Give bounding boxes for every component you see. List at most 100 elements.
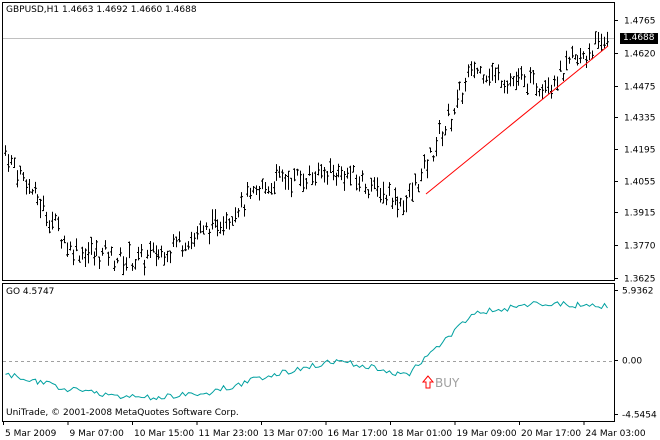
price-bar	[193, 232, 196, 247]
price-bar	[178, 231, 181, 243]
price-bar	[458, 81, 461, 91]
price-bar	[447, 103, 450, 117]
time-tick-label: 9 Mar 07:00	[70, 429, 125, 439]
price-bar	[594, 31, 597, 45]
price-bar	[113, 260, 116, 272]
price-bar	[340, 166, 343, 181]
price-bar	[352, 165, 355, 173]
price-bar	[216, 219, 219, 237]
price-bar	[75, 238, 78, 252]
price-bar	[66, 242, 69, 257]
price-bar	[346, 167, 349, 179]
price-bar	[275, 164, 278, 181]
price-bar	[175, 236, 178, 248]
price-bar	[208, 228, 211, 245]
price-bar	[287, 170, 290, 190]
price-bar	[603, 36, 606, 49]
price-bar	[326, 171, 329, 185]
price-bar	[202, 225, 205, 235]
price-bar	[128, 241, 131, 259]
price-bar	[391, 197, 394, 210]
price-bar	[426, 159, 429, 179]
price-bar	[423, 154, 426, 169]
price-bar	[143, 259, 146, 276]
price-bar	[181, 245, 184, 257]
price-bar	[225, 212, 228, 229]
price-bar	[122, 256, 125, 276]
price-bar	[411, 182, 414, 202]
price-bar	[81, 246, 84, 260]
price-bar	[104, 240, 107, 250]
price-bar	[90, 236, 93, 255]
price-bar	[317, 162, 320, 176]
price-bar	[302, 173, 305, 193]
price-bar	[544, 80, 547, 93]
time-axis: 5 Mar 2009 9 Mar 07:00 10 Mar 15:00 11 Mar …	[3, 421, 646, 439]
price-bar	[509, 73, 512, 87]
price-bar	[314, 171, 317, 186]
trendline[interactable]	[425, 45, 609, 195]
price-bar	[284, 174, 287, 190]
price-bar	[252, 186, 255, 194]
time-tick-label: 16 Mar 17:00	[328, 429, 388, 439]
price-bar	[441, 131, 444, 147]
price-bar	[482, 74, 485, 84]
price-bar	[556, 76, 559, 91]
price-bar	[28, 178, 31, 195]
main-chart-panel[interactable]	[2, 2, 615, 281]
price-bar	[166, 250, 169, 263]
price-bar	[31, 188, 34, 195]
price-bar	[39, 198, 42, 219]
price-bar	[93, 251, 96, 266]
price-bar	[19, 165, 22, 175]
price-bar	[228, 218, 231, 230]
price-bar	[488, 68, 491, 86]
time-tick-label: 11 Mar 23:00	[199, 429, 259, 439]
price-bar	[526, 83, 529, 96]
price-bar	[199, 220, 202, 234]
price-bar	[500, 80, 503, 88]
time-tick-label: 20 Mar 17:00	[521, 429, 581, 439]
price-bar	[36, 194, 39, 206]
price-bar	[520, 66, 523, 80]
price-bar	[473, 61, 476, 79]
price-bar	[116, 257, 119, 264]
price-bar	[503, 79, 506, 94]
price-bar	[101, 247, 104, 256]
price-bar	[399, 197, 402, 207]
price-bar	[16, 170, 19, 188]
price-bar	[246, 182, 249, 197]
price-bar	[579, 48, 582, 64]
time-tick-label: 18 Mar 01:00	[392, 429, 452, 439]
price-bar	[420, 168, 423, 182]
price-bar	[373, 177, 376, 190]
price-bar	[140, 244, 143, 258]
price-bar	[571, 45, 574, 59]
price-bar	[476, 67, 479, 74]
price-bar	[125, 257, 128, 271]
price-bar	[408, 183, 411, 198]
price-bar	[355, 174, 358, 191]
price-bar	[337, 163, 340, 178]
price-bar	[261, 178, 264, 190]
price-bar	[405, 195, 408, 213]
price-bar	[60, 239, 63, 249]
price-bar	[335, 172, 338, 186]
price-bar	[532, 70, 535, 85]
price-bar	[376, 177, 379, 197]
price-bar	[22, 172, 25, 181]
price-bar	[512, 76, 515, 87]
price-bar	[606, 31, 609, 47]
price-bar	[107, 251, 110, 266]
indicator-panel[interactable]	[2, 283, 615, 422]
price-bar	[10, 155, 13, 165]
price-bar	[34, 181, 37, 194]
indicator-header: GO 4.5747	[6, 287, 55, 297]
price-bar	[25, 179, 28, 195]
price-bar	[72, 249, 75, 266]
price-bar	[293, 168, 296, 182]
price-tick-label: 1.4195	[624, 146, 656, 156]
price-bar	[84, 248, 87, 268]
